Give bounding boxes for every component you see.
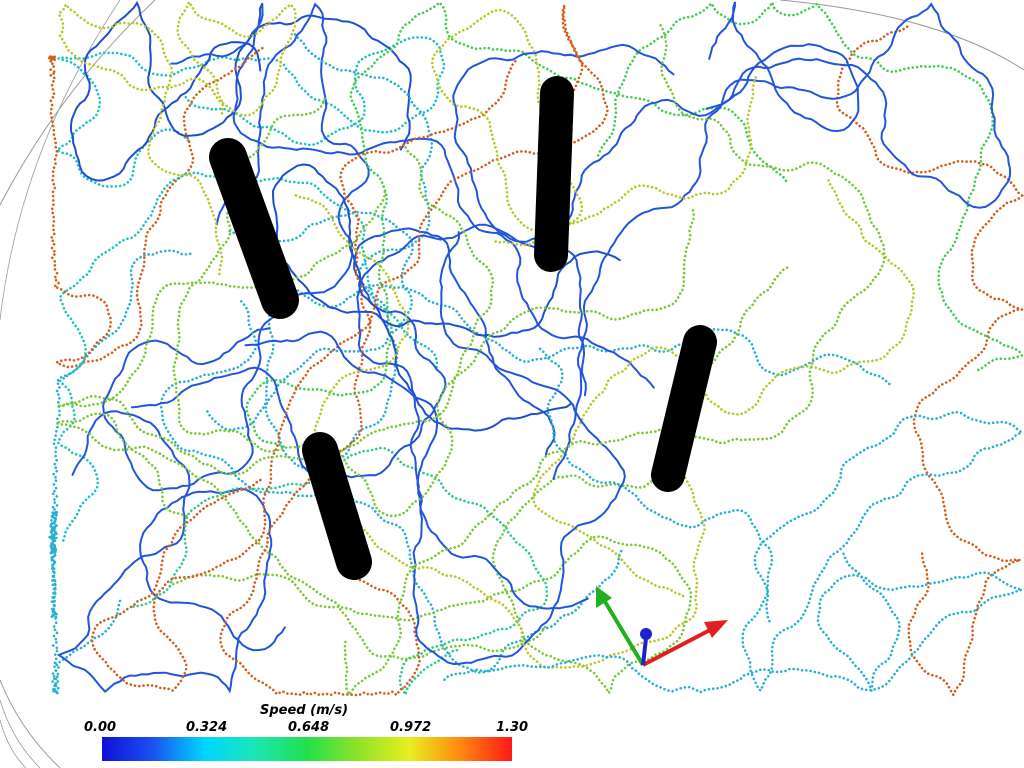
trajectory [271,163,621,432]
cylinder [209,138,299,319]
trajectory [159,298,623,674]
colorbar-tick: 0.00 [84,720,117,735]
trajectory [452,1,860,243]
trajectory [102,2,370,492]
y-axis-arrow [602,598,645,667]
cylinder [651,325,717,492]
trajectory [532,179,916,600]
trajectory [51,412,547,661]
z-axis-arrow [641,637,648,666]
speed-colorbar: Speed (m/s) 0.00 0.324 0.648 0.972 1.30 [80,700,540,764]
trajectory [596,0,1024,372]
trajectory [56,410,286,694]
trajectory [291,192,706,669]
cylinder [534,76,574,272]
y-axis-arrowhead [596,586,612,608]
cylinder [302,432,372,580]
colorbar-tick: 1.30 [496,720,529,735]
trajectory [430,8,758,247]
trajectory [245,0,788,449]
trajectory [552,2,1012,480]
trajectory [90,4,609,693]
trajectory [47,46,264,369]
particle-trajectories [44,0,1024,699]
colorbar-tick: 0.648 [288,720,330,735]
trajectory [343,22,886,698]
x-axis-arrow [642,628,711,667]
trajectory [219,60,517,697]
trajectory [244,231,626,666]
trajectory [56,171,439,544]
colorbar-tick: 0.324 [186,720,228,735]
trajectory [356,223,589,610]
trajectory [442,552,1023,694]
trajectory [55,35,446,188]
trajectory [538,347,1024,694]
trajectory [835,24,1024,698]
trajectory [57,0,298,276]
x-axis-arrowhead [704,620,728,638]
trajectory [171,97,696,518]
trajectory [204,283,891,432]
trajectory [44,249,195,695]
colorbar-title: Speed (m/s) [260,703,349,718]
trajectory [169,2,655,389]
colorbar-gradient [102,737,512,761]
colorbar-tick: 0.972 [390,720,432,735]
z-axis-arrowhead [640,628,652,640]
cylinders [209,76,717,580]
orientation-axes[interactable] [596,586,728,667]
trajectory [132,446,549,699]
trajectory [130,227,556,479]
